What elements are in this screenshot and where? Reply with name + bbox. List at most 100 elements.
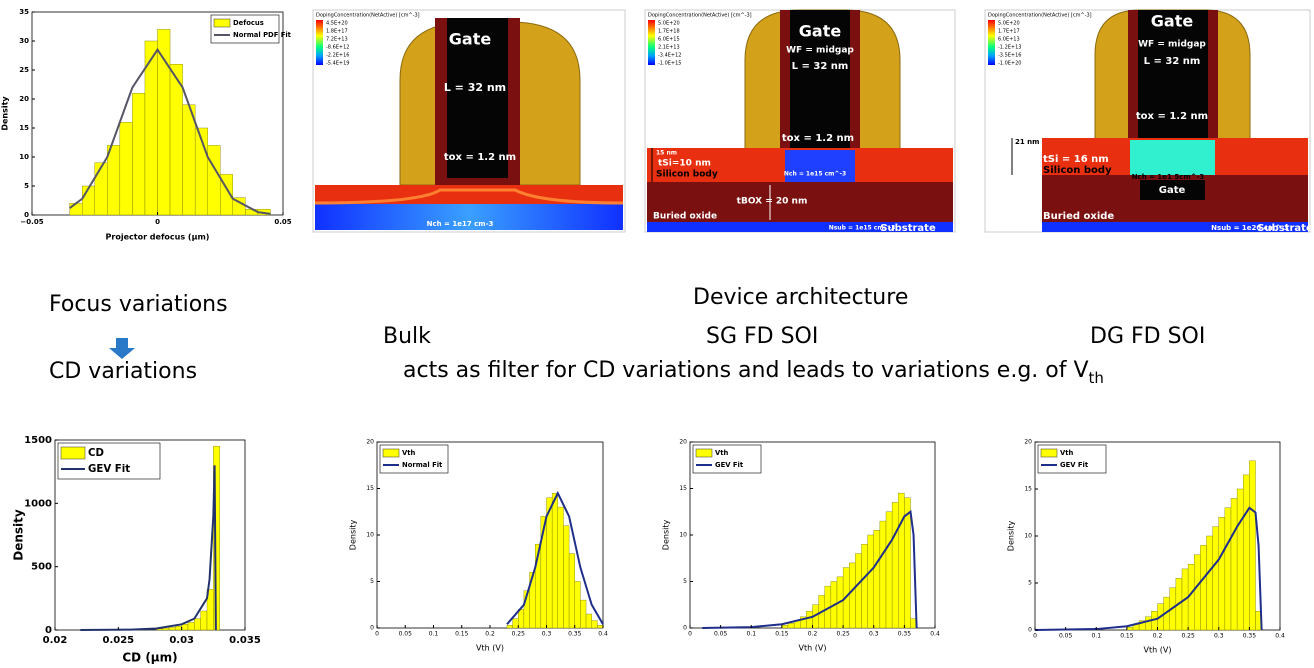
x-tick-label: 0.3 xyxy=(869,631,879,638)
colorbar-tick: -1.0E+15 xyxy=(658,61,681,67)
y-axis-label: Density xyxy=(662,520,671,551)
bar xyxy=(569,554,575,628)
legend-label: Vth xyxy=(715,449,729,457)
device-label: Gate xyxy=(1159,185,1186,196)
x-tick-label: 0.03 xyxy=(169,635,194,646)
dg-text: DG FD SOI xyxy=(1090,324,1205,349)
device-label: Gate xyxy=(1151,12,1194,31)
y-tick-label: 5 xyxy=(683,578,687,585)
y-tick-label: 15 xyxy=(19,124,29,132)
bar xyxy=(788,623,794,628)
x-tick-label: 0.25 xyxy=(512,631,526,638)
x-tick-label: 0.1 xyxy=(1091,633,1101,640)
x-tick-label: 0.05 xyxy=(714,631,728,638)
y-tick-label: 5 xyxy=(1028,580,1032,587)
y-tick-label: 0 xyxy=(683,625,687,632)
bar xyxy=(580,600,586,628)
x-tick-label: 0.035 xyxy=(229,635,261,646)
device-label: tSi = 16 nm xyxy=(1043,154,1109,165)
device-label: Gate xyxy=(799,22,842,41)
x-tick-label: 0.15 xyxy=(1120,633,1134,640)
bar xyxy=(1249,461,1255,630)
focus-text: Focus variations xyxy=(49,292,228,317)
colorbar-tick: -2.2E+16 xyxy=(326,53,349,59)
architecture-text: Device architecture xyxy=(693,285,908,310)
x-tick-label: 0 xyxy=(688,631,692,638)
bar xyxy=(1213,527,1219,630)
bar xyxy=(183,105,196,215)
bar xyxy=(1219,517,1225,630)
x-tick-label: 0.05 xyxy=(1059,633,1073,640)
colorbar-tick: -8.6E+12 xyxy=(326,45,349,51)
cd-text: CD variations xyxy=(49,359,197,384)
x-tick-label: 0.025 xyxy=(103,635,135,646)
x-tick-label: 0 xyxy=(375,631,379,638)
bar xyxy=(892,502,898,628)
bar xyxy=(868,535,874,628)
bar xyxy=(592,621,598,628)
bar xyxy=(170,64,183,215)
x-tick-label: 0.4 xyxy=(930,631,940,638)
y-tick-label: 500 xyxy=(31,562,52,573)
bar xyxy=(782,625,788,628)
bar xyxy=(552,493,558,628)
bar xyxy=(208,145,221,215)
device-label: Buried oxide xyxy=(1043,211,1114,222)
bar xyxy=(158,29,171,215)
legend-swatch xyxy=(1041,449,1057,457)
bar xyxy=(586,614,592,628)
bar xyxy=(513,619,519,628)
x-axis-label: Vth (V) xyxy=(476,644,504,653)
device-label: tox = 1.2 nm xyxy=(444,152,516,163)
bar xyxy=(507,625,513,628)
bar xyxy=(169,627,175,630)
bar xyxy=(855,554,861,628)
bar xyxy=(1145,617,1151,630)
legend-swatch xyxy=(696,449,712,457)
bulk-text: Bulk xyxy=(383,324,431,349)
legend-label: CD xyxy=(88,448,104,459)
y-axis-label: Density xyxy=(1007,521,1016,552)
x-tick-label: 0.02 xyxy=(43,635,68,646)
x-tick-label: 0.1 xyxy=(429,631,439,638)
y-axis-label: Density xyxy=(349,520,358,551)
x-tick-label: 0.4 xyxy=(1275,633,1285,640)
bar xyxy=(107,145,120,215)
y-tick-label: 20 xyxy=(1024,439,1032,446)
y-tick-label: 0 xyxy=(1028,627,1032,634)
slide: Focus variations CD variations Device ar… xyxy=(0,0,1314,668)
legend-label: Normal Fit xyxy=(402,461,443,469)
device-label: Substrate xyxy=(880,223,936,234)
x-tick-label: 0.2 xyxy=(1153,633,1163,640)
colorbar-title: DopingConcentration(NetActive) [cm^-3] xyxy=(988,13,1092,19)
bar xyxy=(82,186,95,215)
colorbar-tick: -3.4E+12 xyxy=(658,53,681,59)
histogram-chart: 0500100015000.020.0250.030.035CD (µm)Den… xyxy=(12,435,261,665)
x-axis-label: Projector defocus (µm) xyxy=(106,233,210,242)
y-axis-label: Density xyxy=(12,509,26,561)
y-tick-label: 5 xyxy=(370,578,374,585)
device-label: Substrate xyxy=(1257,223,1313,234)
y-tick-label: 20 xyxy=(679,439,687,446)
colorbar-tick: 4.5E+20 xyxy=(326,21,348,27)
y-tick-label: 1500 xyxy=(24,435,52,446)
y-tick-label: 35 xyxy=(19,8,29,16)
bar xyxy=(898,493,904,628)
arrow-icon xyxy=(109,338,135,359)
device-label: WF = midgap xyxy=(1138,40,1206,50)
legend-label: Normal PDF Fit xyxy=(233,31,292,39)
x-tick-label: 0.2 xyxy=(485,631,495,638)
filter-main: acts as filter for CD variations and lea… xyxy=(403,358,1089,383)
x-tick-label: 0.35 xyxy=(898,631,912,638)
device-label: tox = 1.2 nm xyxy=(1136,111,1208,122)
bar xyxy=(563,526,569,628)
bar xyxy=(1127,627,1133,630)
x-tick-label: 0.25 xyxy=(836,631,850,638)
device-label: Nch = 1e15 cm^-3 xyxy=(784,171,846,178)
device-label: Silicon body xyxy=(656,170,718,180)
colorbar-tick: -1.2E+13 xyxy=(998,45,1021,51)
bar xyxy=(1231,498,1237,630)
y-tick-label: 15 xyxy=(366,485,374,492)
device-label: Gate xyxy=(449,30,492,49)
